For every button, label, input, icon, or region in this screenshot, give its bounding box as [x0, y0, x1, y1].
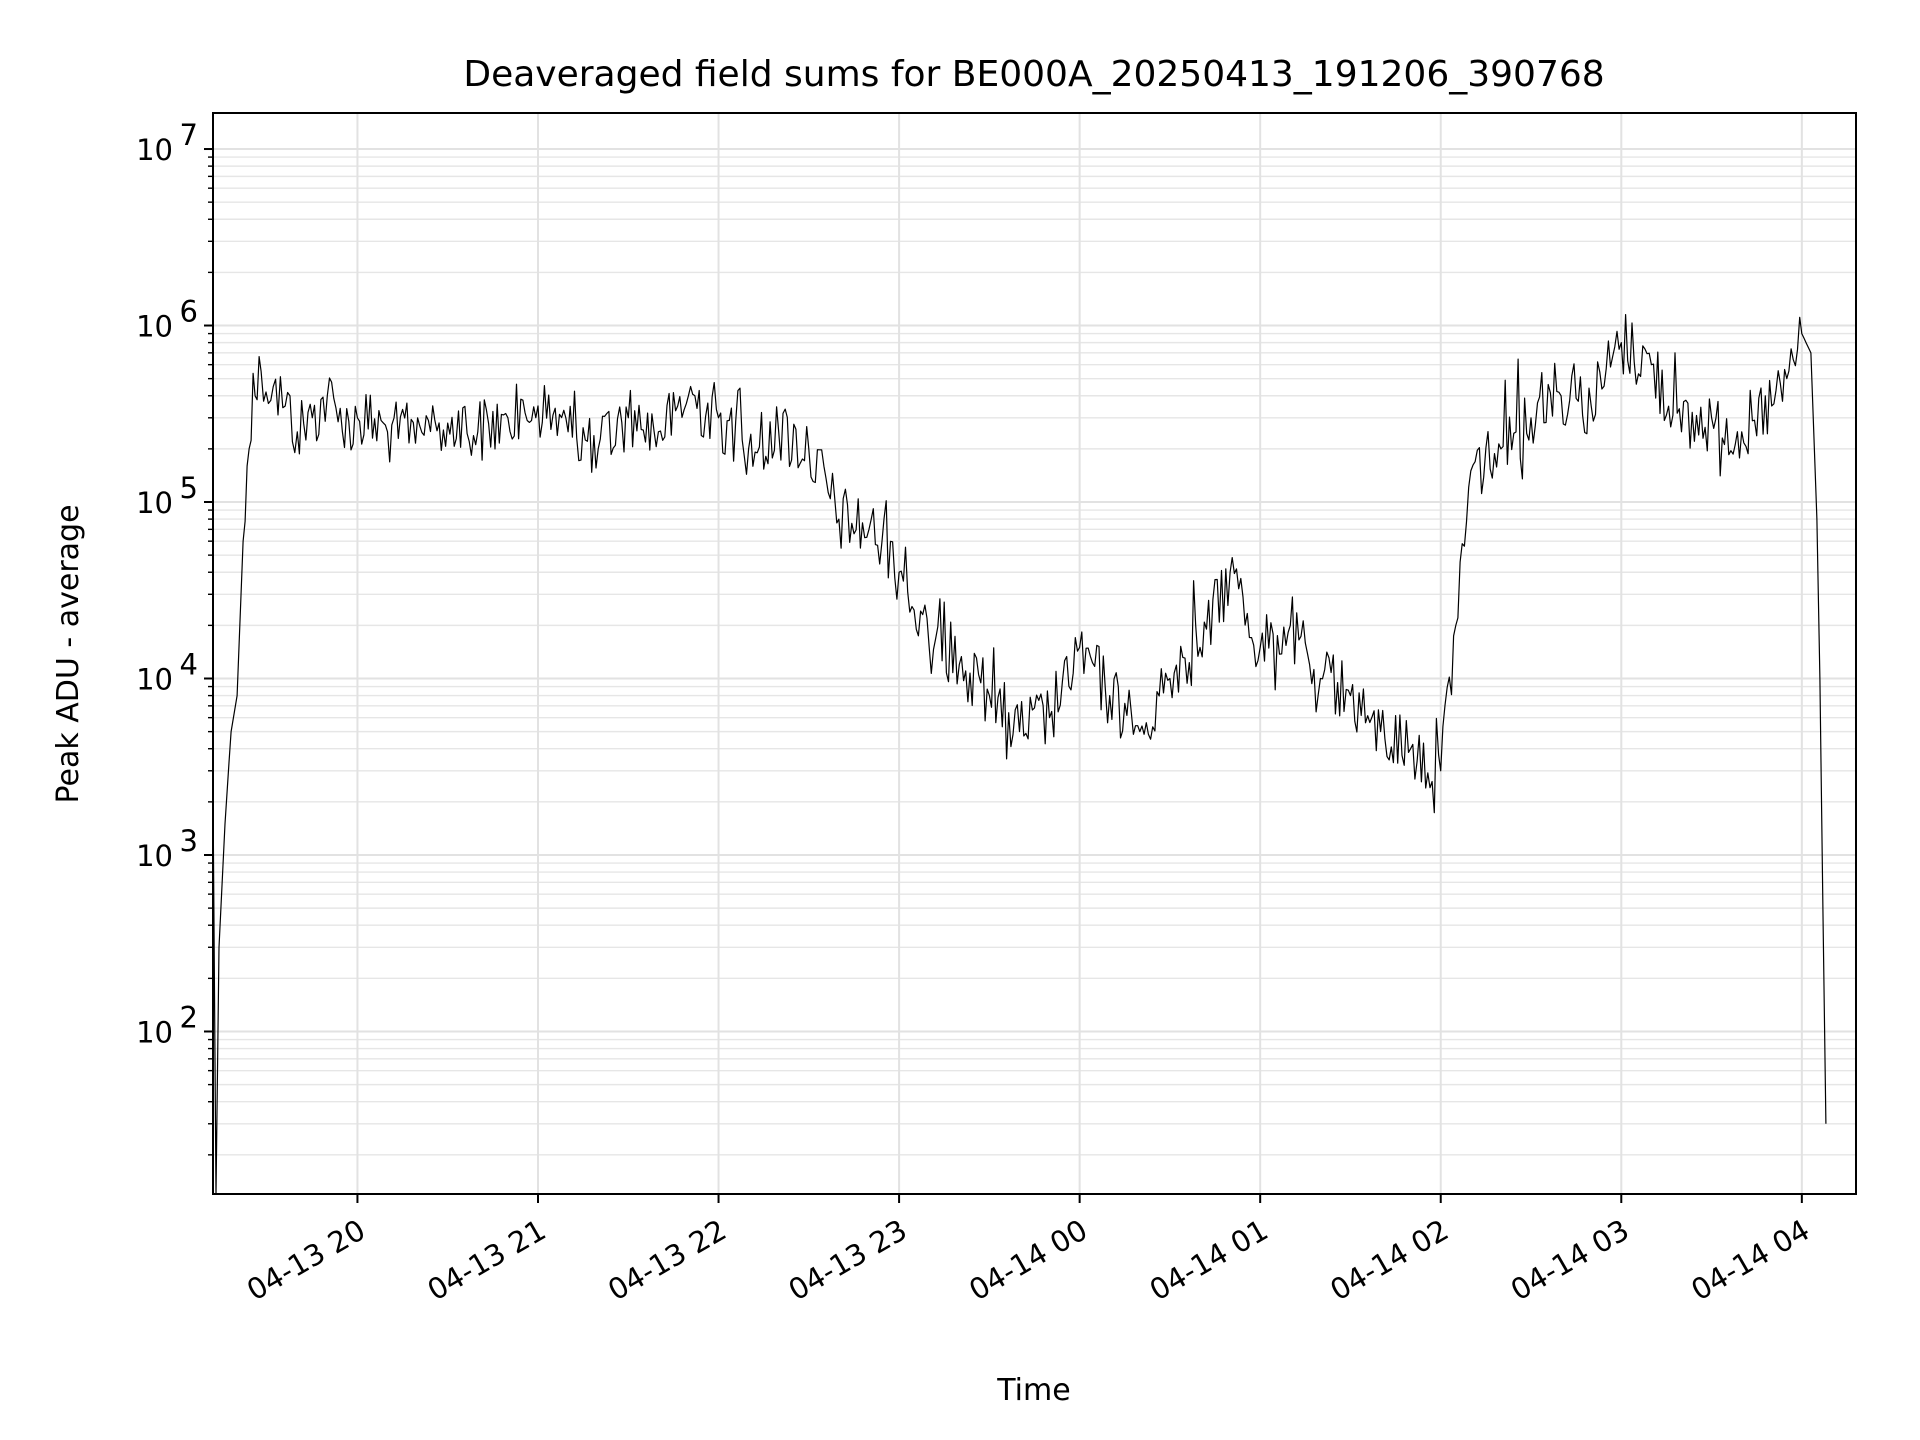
x-tick-label: 04-13 21 [422, 1213, 552, 1308]
x-tick-label: 04-14 02 [1324, 1213, 1454, 1308]
y-tick-exponent: 5 [180, 471, 198, 505]
x-tick-label: 04-13 22 [602, 1213, 732, 1308]
series-line [212, 314, 1827, 1195]
x-tick-label: 04-13 23 [783, 1213, 913, 1308]
chart-title: Deaveraged field sums for BE000A_2025041… [463, 54, 1604, 95]
y-tick-exponent: 6 [180, 295, 198, 329]
y-tick-exponent: 2 [180, 1000, 198, 1034]
x-tick-label: 04-14 01 [1144, 1213, 1274, 1308]
x-tick-label: 04-14 03 [1505, 1213, 1635, 1308]
data-layer [212, 314, 1827, 1195]
x-axis-label: Time [996, 1373, 1070, 1408]
y-tick-exponent: 3 [180, 824, 198, 858]
y-tick-exponent: 4 [180, 648, 198, 682]
y-tick-label: 10 [136, 663, 173, 697]
plot-frame [212, 112, 1857, 1195]
y-tick-exponent: 7 [180, 118, 198, 152]
y-tick-label: 10 [136, 1015, 173, 1049]
x-tick-label: 04-13 20 [241, 1213, 371, 1308]
y-tick-label: 10 [136, 133, 173, 167]
x-tick-label: 04-14 00 [963, 1213, 1093, 1308]
grid [213, 113, 1856, 1194]
y-tick-label: 10 [136, 310, 173, 344]
y-tick-label: 10 [136, 839, 173, 873]
y-tick-label: 10 [136, 486, 173, 520]
x-tick-label: 04-14 04 [1685, 1213, 1815, 1308]
y-axis-label: Peak ADU - average [51, 504, 86, 803]
